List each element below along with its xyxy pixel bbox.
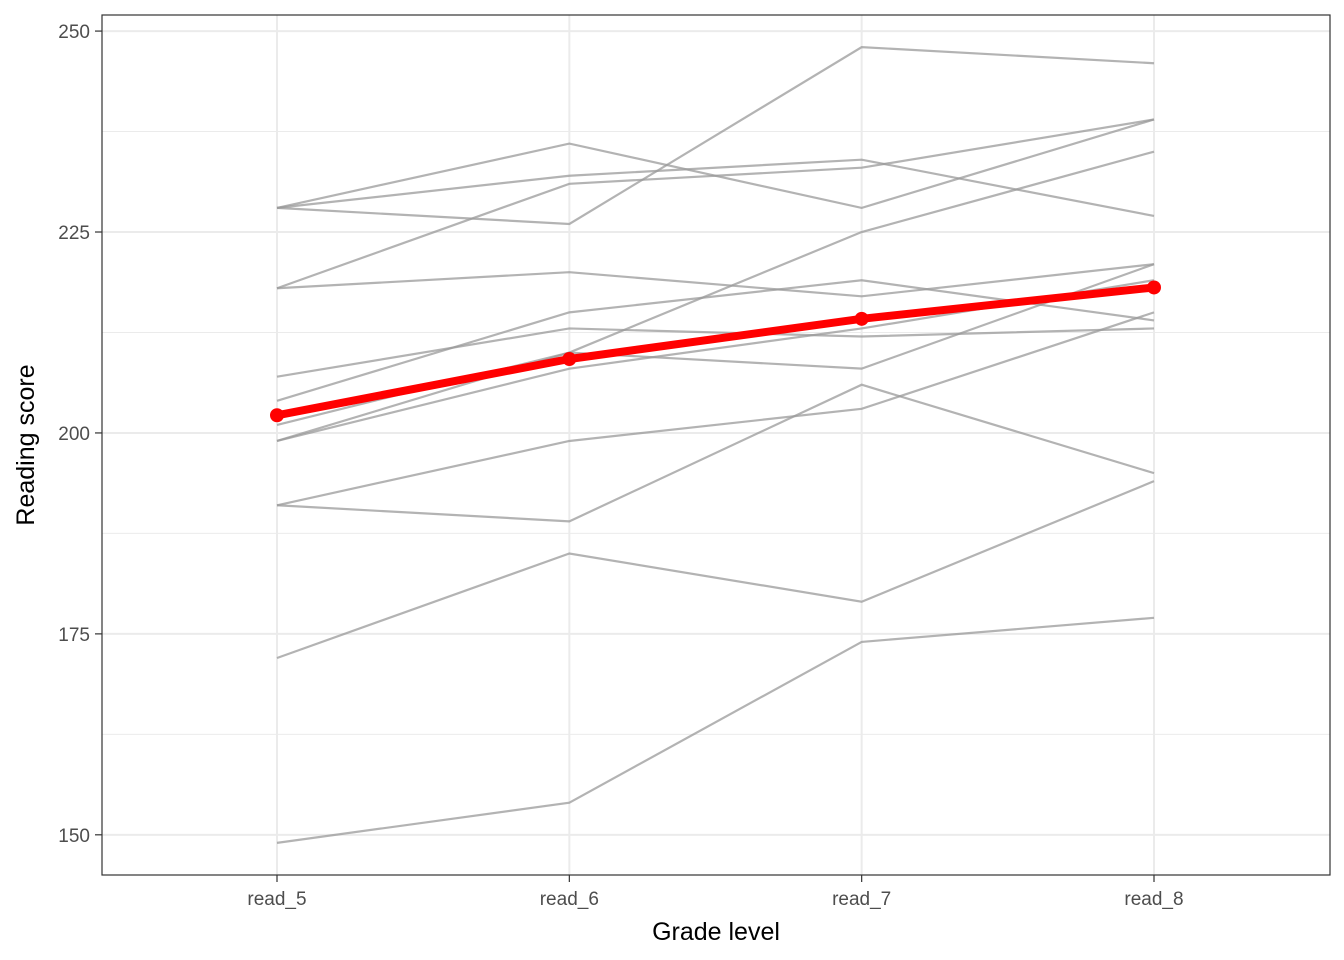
mean-point: [562, 352, 577, 366]
x-tick-label: read_6: [540, 889, 599, 910]
individual-series-line: [276, 263, 1155, 298]
individual-series-line: [276, 383, 1155, 523]
individual-series-line: [276, 118, 1155, 210]
individual-series-line: [276, 158, 1155, 218]
mean-series-line: [276, 283, 1155, 420]
mean-point: [270, 408, 284, 423]
x-axis-title: Grade level: [652, 918, 780, 946]
y-tick-label: 200: [58, 424, 90, 445]
individual-series-line: [276, 327, 1155, 378]
x-axis-ticks: read_5 read_6 read_7 read_8: [247, 875, 1184, 910]
y-axis-ticks: 150 175 200 225 250: [58, 22, 102, 847]
y-tick-label: 225: [58, 223, 90, 244]
mean-point: [854, 311, 869, 326]
x-tick-label: read_5: [247, 889, 306, 910]
y-tick-label: 150: [58, 826, 90, 847]
mean-point: [1147, 280, 1161, 295]
x-tick-label: read_8: [1124, 889, 1183, 910]
y-axis-title: Reading score: [12, 364, 40, 525]
panel-border: [101, 14, 1331, 876]
individual-series-line: [276, 480, 1155, 660]
y-tick-label: 175: [58, 625, 90, 646]
individual-series-line: [276, 150, 1155, 443]
y-tick-label: 250: [58, 22, 90, 43]
x-tick-label: read_7: [832, 889, 891, 910]
panel-background: [102, 15, 1330, 875]
individual-series-line: [276, 46, 1155, 226]
individual-series-line: [276, 311, 1155, 507]
individual-series-line: [276, 616, 1155, 844]
individual-lines: [276, 46, 1155, 844]
mean-line: [270, 280, 1161, 423]
